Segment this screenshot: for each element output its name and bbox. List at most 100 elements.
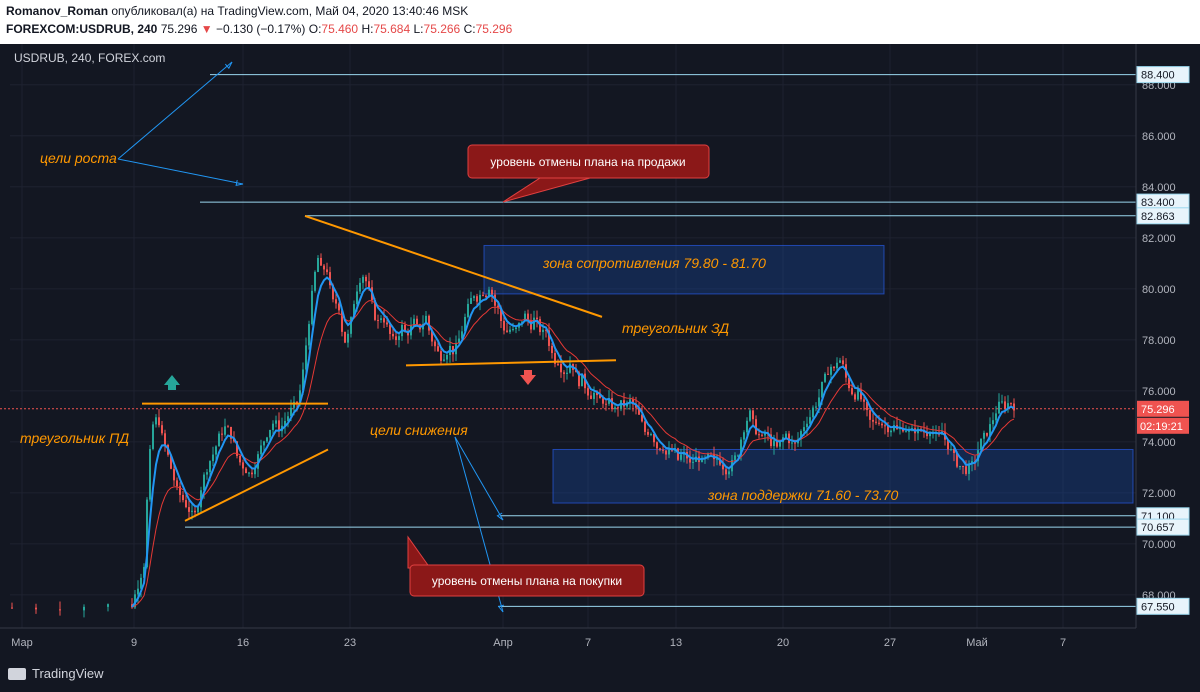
candle-body	[161, 425, 163, 434]
candle-body	[197, 507, 199, 513]
candle-body	[146, 499, 148, 568]
decline-arrow-lower-head	[497, 604, 505, 613]
candle-body	[290, 407, 292, 417]
growth-arrow-lower-head	[235, 179, 244, 187]
author-name[interactable]: Romanov_Roman	[6, 4, 109, 18]
candle-body	[791, 442, 793, 444]
high-value: 75.684	[373, 22, 411, 36]
candle-body	[440, 351, 442, 361]
candle-body	[221, 433, 223, 435]
candle-body	[404, 324, 406, 332]
candle-body	[983, 432, 985, 439]
candle-body	[959, 465, 961, 467]
candle-body	[500, 307, 502, 322]
candle-body	[560, 363, 562, 373]
candle-body	[707, 453, 709, 458]
support-label: зона поддержки 71.60 - 73.70	[707, 487, 899, 503]
growth-arrow-upper-head	[224, 61, 233, 70]
candle-body	[593, 392, 595, 399]
candle-body	[668, 449, 670, 455]
candle-body	[83, 606, 85, 611]
candle-body	[392, 333, 394, 337]
price-chart[interactable]: цели роста зона сопротивления 79.80 - 81.…	[0, 44, 1200, 656]
candle-body	[875, 421, 877, 423]
candle-body	[830, 366, 832, 375]
candle-body	[443, 359, 445, 361]
candle-body	[878, 422, 880, 424]
brand-text: TradingView	[32, 666, 104, 681]
grid	[0, 44, 1200, 656]
candle-body	[260, 445, 262, 455]
candle-body	[344, 331, 346, 343]
candle-body	[536, 317, 538, 320]
moving-averages	[131, 276, 1015, 608]
price-level-badge	[1136, 518, 1190, 536]
candle-body	[320, 257, 322, 266]
candle-body	[779, 442, 781, 447]
candle-body	[503, 321, 505, 331]
candle-body	[218, 433, 220, 447]
decline-targets-label: цели снижения	[370, 422, 468, 438]
candle-body	[326, 269, 328, 273]
candle-body	[374, 300, 376, 320]
candle-body	[482, 294, 484, 296]
candle-body	[602, 398, 604, 404]
candle-body	[206, 472, 208, 475]
candle-body	[173, 468, 175, 481]
last-price: 75.296	[160, 22, 198, 36]
open-label: O:	[308, 22, 322, 36]
candle-body	[446, 354, 448, 360]
candle-body	[788, 433, 790, 444]
candle-body	[761, 434, 763, 436]
annotations: цели роста зона сопротивления 79.80 - 81.…	[14, 51, 899, 597]
y-tick-label: 70.000	[1142, 539, 1176, 551]
last-price-badge	[1137, 400, 1189, 417]
candle-body	[341, 310, 343, 332]
candle-body	[716, 458, 718, 460]
candle-body	[398, 336, 400, 341]
price-level-label: 83.400	[1141, 197, 1175, 209]
candle-body	[629, 399, 631, 403]
candle-body	[413, 318, 415, 326]
symbol-label[interactable]: FOREXCOM:USDRUB, 240	[6, 22, 158, 36]
candle-body	[653, 433, 655, 443]
candle-body	[272, 423, 274, 430]
candle-body	[224, 426, 226, 435]
candle-body	[311, 290, 313, 325]
candle-body	[188, 507, 190, 512]
x-tick-label: 23	[344, 637, 356, 649]
candle-body	[386, 322, 388, 325]
candle-body	[530, 320, 532, 330]
decline-arrow-upper	[454, 436, 504, 521]
candle-body	[59, 609, 61, 611]
candle-body	[497, 305, 499, 308]
y-tick-label: 86.000	[1142, 131, 1176, 143]
candle-body	[776, 440, 778, 447]
x-tick-label: 16	[237, 637, 249, 649]
candle-body	[950, 448, 952, 450]
candle-body	[587, 388, 589, 396]
y-tick-label: 78.000	[1142, 335, 1176, 347]
up-signal-icon	[164, 375, 180, 390]
candle-body	[305, 345, 307, 370]
candle-body	[869, 410, 871, 420]
x-tick-label: Мар	[11, 637, 33, 649]
candle-body	[719, 458, 721, 465]
candle-body	[578, 372, 580, 387]
candle-body	[452, 345, 454, 355]
x-tick-label: 27	[884, 637, 896, 649]
candle-body	[347, 333, 349, 343]
candle-body	[956, 452, 958, 467]
candle-body	[467, 303, 469, 317]
open-value: 75.460	[321, 22, 359, 36]
candle-body	[1001, 401, 1003, 403]
candle-body	[566, 372, 568, 374]
candle-body	[815, 406, 817, 408]
triangle-pd-lower	[184, 448, 329, 522]
tradingview-logo[interactable]: TradingView	[8, 666, 104, 681]
chart-header: Romanov_Roman опубликовал(а) на TradingV…	[0, 0, 1200, 44]
candle-body	[734, 455, 736, 460]
candle-body	[851, 388, 853, 395]
candle-body	[647, 431, 649, 435]
candle-body	[749, 410, 751, 421]
